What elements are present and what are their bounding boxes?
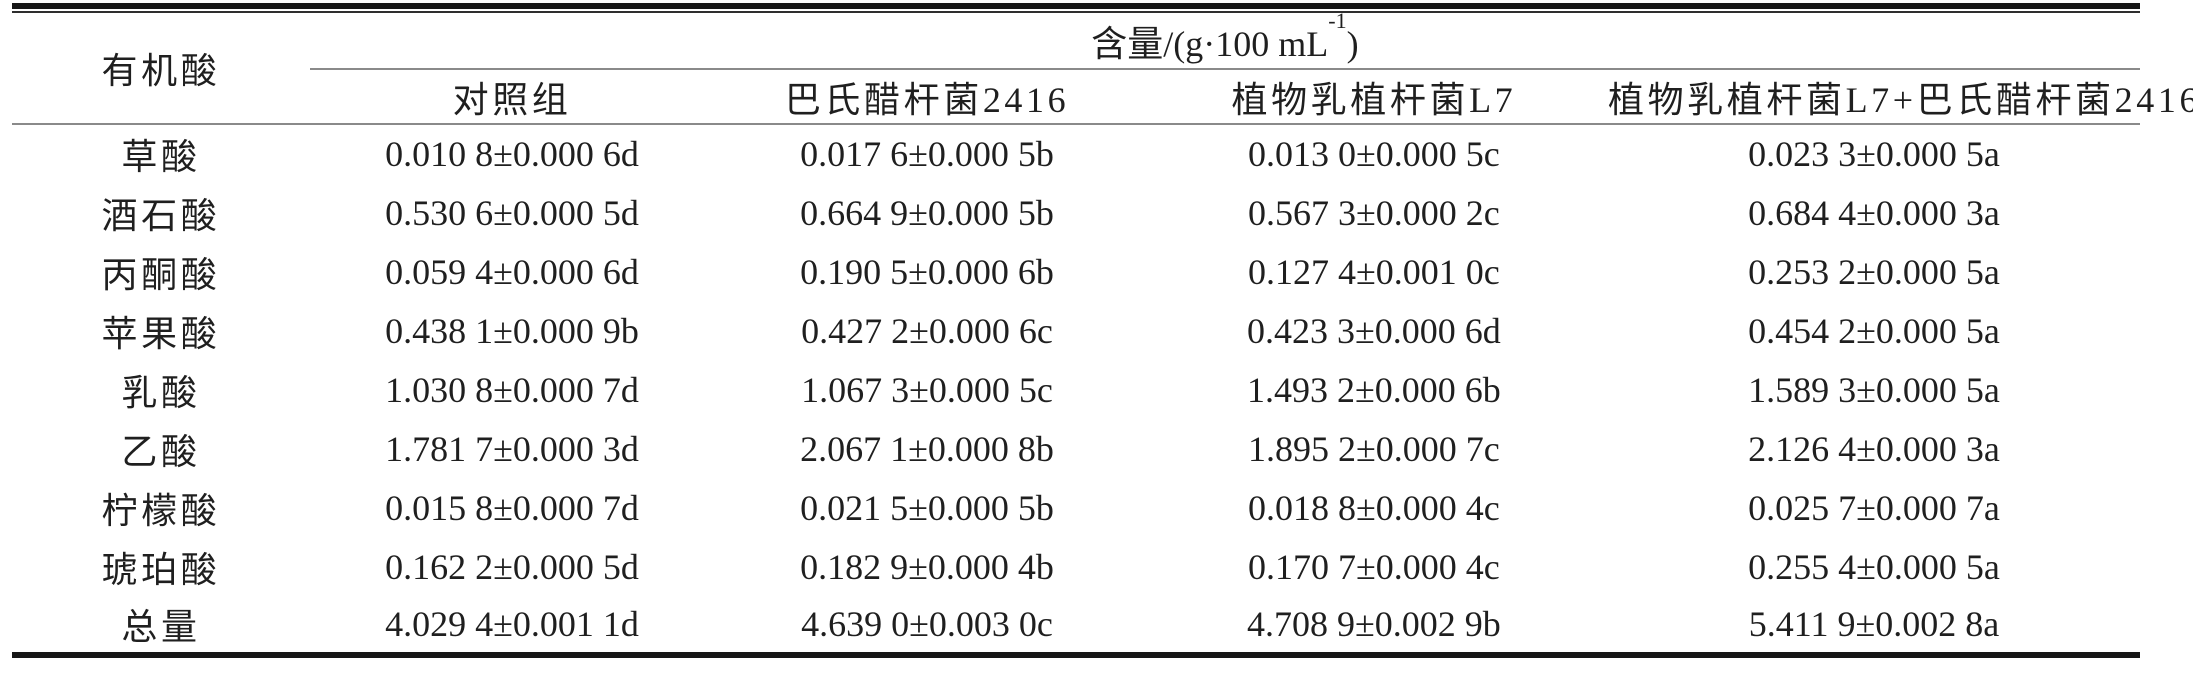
table-row-succinic-acid: 琥珀酸 0.162 2±0.000 5d 0.182 9±0.000 4b 0.…: [12, 537, 2140, 596]
acid-name: 乳酸: [121, 372, 201, 413]
value-cell: 0.423 3±0.000 6d: [1247, 310, 1501, 351]
table-row-acetic-acid: 乙酸 1.781 7±0.000 3d 2.067 1±0.000 8b 1.8…: [12, 419, 2140, 478]
value-cell: 0.530 6±0.000 5d: [385, 192, 639, 233]
value-cell: 0.438 1±0.000 9b: [385, 310, 639, 351]
top-thin-rule: [12, 11, 2140, 13]
value-cell: 0.170 7±0.000 4c: [1248, 546, 1500, 587]
column-header-organic-acid: 有机酸: [12, 13, 310, 125]
content-unit-suffix: ): [1346, 23, 1359, 64]
value-cell: 4.708 9±0.002 9b: [1139, 596, 1608, 658]
acid-name: 苹果酸: [101, 313, 221, 354]
value-cell: 4.029 4±0.001 1d: [309, 596, 715, 658]
acid-name: 乙酸: [121, 431, 201, 472]
organic-acid-content-table: 有机酸 含量/(g·100 mL-1) 对照组 巴氏醋杆菌2416 植物乳植杆菌…: [12, 8, 2193, 658]
value-cell: 0.664 9±0.000 5b: [800, 192, 1054, 233]
table-row-malic-acid: 苹果酸 0.438 1±0.000 9b 0.427 2±0.000 6c 0.…: [12, 301, 2140, 360]
value-cell: 2.126 4±0.000 3a: [1748, 428, 2000, 469]
acid-name: 酒石酸: [101, 195, 221, 236]
value-cell: 1.493 2±0.000 6b: [1247, 369, 1501, 410]
column-header-control-group: 对照组: [309, 69, 715, 125]
table-row-oxalic-acid: 草酸 0.010 8±0.000 6d 0.017 6±0.000 5b 0.0…: [12, 124, 2140, 183]
value-cell: 0.684 4±0.000 3a: [1748, 192, 2000, 233]
value-cell: 0.013 0±0.000 5c: [1248, 134, 1500, 174]
value-cell: 0.162 2±0.000 5d: [385, 546, 639, 587]
value-cell: 0.567 3±0.000 2c: [1248, 192, 1500, 233]
table-row-pyruvic-acid: 丙酮酸 0.059 4±0.000 6d 0.190 5±0.000 6b 0.…: [12, 242, 2140, 301]
table-row-lactic-acid: 乳酸 1.030 8±0.000 7d 1.067 3±0.000 5c 1.4…: [12, 360, 2140, 419]
content-unit-prefix: 含量/(g·100 mL: [1091, 23, 1329, 64]
acid-name: 总量: [12, 596, 310, 658]
content-unit-superscript: -1: [1328, 8, 1347, 34]
value-cell: 0.021 5±0.000 5b: [800, 487, 1054, 528]
table-row-citric-acid: 柠檬酸 0.015 8±0.000 7d 0.021 5±0.000 5b 0.…: [12, 478, 2140, 537]
value-cell: 0.253 2±0.000 5a: [1748, 251, 2000, 292]
table-row-total: 总量 4.029 4±0.001 1d 4.639 0±0.003 0c 4.7…: [12, 596, 2140, 658]
column-header-content-unit: 含量/(g·100 mL-1): [309, 8, 2140, 70]
table-row-tartaric-acid: 酒石酸 0.530 6±0.000 5d 0.664 9±0.000 5b 0.…: [12, 183, 2140, 242]
value-cell: 0.010 8±0.000 6d: [385, 134, 639, 174]
column-header-l7-plus-2416: 植物乳植杆菌L7+巴氏醋杆菌2416: [1607, 69, 2193, 125]
value-cell: 0.127 4±0.001 0c: [1248, 251, 1500, 292]
value-cell: 5.411 9±0.002 8a: [1607, 596, 2140, 658]
column-header-lactiplantibacillus-l7: 植物乳植杆菌L7: [1139, 69, 1608, 125]
value-cell: 0.182 9±0.000 4b: [800, 546, 1054, 587]
value-cell: 2.067 1±0.000 8b: [800, 428, 1054, 469]
value-cell: 0.015 8±0.000 7d: [385, 487, 639, 528]
value-cell: 1.781 7±0.000 3d: [385, 428, 639, 469]
column-header-acetobacter-2416: 巴氏醋杆菌2416: [714, 69, 1140, 125]
value-cell: 1.589 3±0.000 5a: [1748, 369, 2000, 410]
value-cell: 1.067 3±0.000 5c: [801, 369, 1053, 410]
header-row-groups: 对照组 巴氏醋杆菌2416 植物乳植杆菌L7 植物乳植杆菌L7+巴氏醋杆菌241…: [12, 69, 2193, 125]
value-cell: 0.059 4±0.000 6d: [385, 251, 639, 292]
value-cell: 0.427 2±0.000 6c: [801, 310, 1053, 351]
table-body: 草酸 0.010 8±0.000 6d 0.017 6±0.000 5b 0.0…: [12, 124, 2140, 658]
value-cell: 0.255 4±0.000 5a: [1748, 546, 2000, 587]
top-thick-rule: [12, 3, 2140, 9]
value-cell: 0.017 6±0.000 5b: [800, 134, 1054, 174]
value-cell: 0.190 5±0.000 6b: [800, 251, 1054, 292]
table-header: 有机酸 含量/(g·100 mL-1) 对照组 巴氏醋杆菌2416 植物乳植杆菌…: [12, 8, 2193, 125]
value-cell: 1.895 2±0.000 7c: [1248, 428, 1500, 469]
acid-name: 草酸: [121, 137, 201, 177]
value-cell: 0.025 7±0.000 7a: [1748, 487, 2000, 528]
acid-name: 琥珀酸: [101, 549, 221, 590]
value-cell: 4.639 0±0.003 0c: [714, 596, 1140, 658]
value-cell: 0.018 8±0.000 4c: [1248, 487, 1500, 528]
header-row-content-unit: 有机酸 含量/(g·100 mL-1): [12, 8, 2140, 125]
acid-name: 柠檬酸: [101, 490, 221, 531]
value-cell: 0.023 3±0.000 5a: [1748, 134, 2000, 174]
value-cell: 0.454 2±0.000 5a: [1748, 310, 2000, 351]
acid-name: 丙酮酸: [101, 254, 221, 295]
value-cell: 1.030 8±0.000 7d: [385, 369, 639, 410]
organic-acid-table-container: 有机酸 含量/(g·100 mL-1) 对照组 巴氏醋杆菌2416 植物乳植杆菌…: [12, 3, 2193, 658]
